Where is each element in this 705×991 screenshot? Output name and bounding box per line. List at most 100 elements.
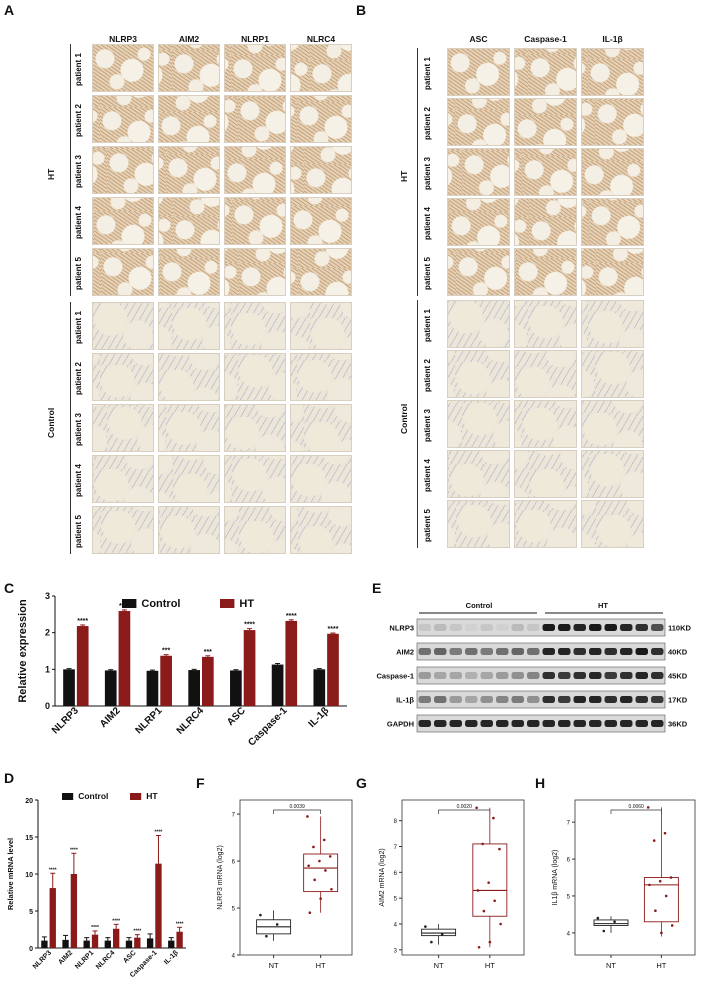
row-label-b: patient 2 [423,359,432,392]
legend-label: Control [141,598,180,610]
y-tick-label: 0 [45,701,50,711]
data-point [324,869,327,872]
row-label-b: patient 5 [423,257,432,290]
blot-band [589,624,602,631]
micrograph-tile-a [224,146,286,194]
blot-protein-label: NLRP3 [389,624,414,633]
bar-control [313,669,326,706]
blot-band [604,720,617,727]
significance-label: *** [204,649,212,656]
column-header-a: NLRP1 [241,34,269,44]
plot-frame [401,799,525,956]
row-label-a: patient 5 [74,515,83,548]
row-label-a: patient 4 [74,206,83,239]
blot-size-label: 45KD [668,672,688,681]
blot-size-label: 40KD [668,648,688,657]
panel-letter-d: D [4,770,15,786]
blot-band [496,696,509,703]
blot-band [480,672,493,679]
significance-label: **** [286,613,297,620]
data-point [265,934,268,938]
micrograph-tile-b [447,300,510,348]
blot-band [558,720,571,727]
data-point [488,940,492,944]
bar-ht [134,937,141,948]
pvalue-bracket [610,809,662,814]
blot-band [418,720,431,727]
micrograph-tile-b [514,198,577,246]
data-point [498,847,501,851]
micrograph-tile-b [514,48,577,96]
plot-frame [239,799,353,956]
blot-band [542,696,555,703]
micrograph-tile-a [92,146,154,194]
micrograph-tile-a [158,455,220,503]
blot-group-label: Control [466,601,493,610]
micrograph-tile-a [290,146,352,194]
data-point [328,855,332,858]
panel-letter-g: G [356,775,367,791]
blot-protein-label: GAPDH [387,720,414,729]
micrograph-tile-a [158,95,220,143]
row-label-a: patient 2 [74,362,83,395]
blot-protein-label: Caspase-1 [376,672,414,681]
chart-c-relative-expression: 0 1 2 3 Relative expression Control HT **** NLRP… [17,591,347,748]
micrograph-tile-b [581,500,644,548]
blot-band [511,720,524,727]
blot-band [480,696,493,703]
micrograph-tile-a [224,248,286,296]
data-point [613,920,616,924]
blot-band [573,672,586,679]
blot-band [449,624,462,631]
y-tick-label: 5 [394,897,398,903]
micrograph-tile-a [158,197,220,245]
row-label-a: patient 3 [74,155,83,188]
micrograph-tile-a [224,506,286,554]
category-label: IL-1β [307,705,332,730]
bar-ht [91,934,99,948]
blot-band [635,648,648,655]
data-point [664,894,668,898]
category-label: ASC [225,705,248,728]
blot-size-label: 110KD [668,624,692,633]
micrograph-tile-b [514,300,577,348]
data-point [313,878,316,882]
data-point [476,889,480,892]
bar-control [104,670,117,706]
blot-group-label: HT [598,601,608,610]
micrograph-tile-a [92,455,154,503]
data-point [602,929,606,933]
blot-band [651,696,664,703]
blot-band [465,720,478,727]
micrograph-tile-a [224,95,286,143]
blot-band [635,672,648,679]
blot-band [542,648,555,655]
blot-band [620,672,633,679]
micrograph-tile-b [514,500,577,548]
micrograph-tile-a [92,506,154,554]
data-point [499,922,502,926]
significance-label: **** [91,925,99,931]
blot-band [465,624,478,631]
data-point [308,911,312,915]
micrograph-tile-a [92,353,154,401]
row-label-b: patient 1 [423,57,432,90]
micrograph-tile-a [158,506,220,554]
bar-ht [176,931,183,948]
bar-control [41,940,48,948]
bar-control [230,670,242,706]
group-label-b: Control [399,403,409,434]
y-tick-label: 6 [394,871,398,877]
blot-band [434,696,447,703]
pvalue-label: 0.0060 [629,804,645,810]
blot-band [434,648,447,655]
data-point [275,923,279,926]
blot-band [558,648,571,655]
row-label-a: patient 1 [74,311,83,344]
panel-e-western-blot: Control HT NLRP3 110KD AIM2 40KD Caspase-1 45KD… [375,598,700,758]
blot-band [434,624,447,631]
box [643,877,679,923]
category-label: Caspase-1 [246,705,289,748]
bar-control [63,669,75,706]
micrograph-tile-a [290,44,352,92]
